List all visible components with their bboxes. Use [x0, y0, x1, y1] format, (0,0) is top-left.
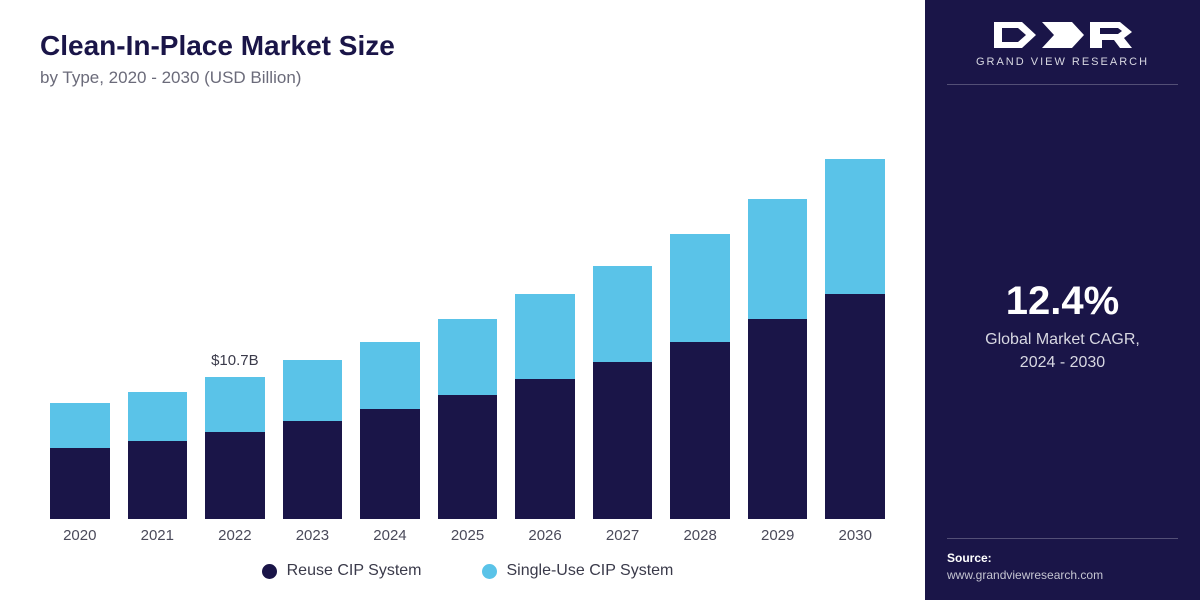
value-callout: $10.7B	[211, 352, 259, 369]
bar-stack	[50, 403, 110, 519]
bar-group	[128, 392, 188, 519]
bar-segment	[593, 266, 653, 361]
logo-glyph	[994, 22, 1036, 48]
bar-segment	[748, 319, 808, 519]
x-axis-label: 2025	[438, 527, 498, 544]
bar-stack	[128, 392, 188, 519]
x-axis-label: 2030	[825, 527, 885, 544]
x-axis-label: 2028	[670, 527, 730, 544]
bar-segment	[283, 421, 343, 519]
x-axis-label: 2021	[128, 527, 188, 544]
bar-stack	[438, 319, 498, 519]
x-axis-labels: 2020 2021 2022 2023 2024 2025 2026 2027 2028 2029…	[40, 519, 895, 544]
bar-segment	[205, 377, 265, 431]
bar-group	[670, 234, 730, 519]
source-block: Source: www.grandviewresearch.com	[947, 538, 1178, 582]
bar-segment	[360, 342, 420, 410]
x-axis-label: 2029	[748, 527, 808, 544]
bar-stack	[825, 159, 885, 519]
bar-stack	[670, 234, 730, 519]
stat-label-line: Global Market CAGR,	[985, 331, 1140, 348]
bar-segment	[283, 360, 343, 421]
brand-name: GRAND VIEW RESEARCH	[976, 56, 1149, 68]
bar-stack	[205, 377, 265, 519]
stat-value: 12.4%	[1006, 279, 1119, 323]
bar-segment	[670, 342, 730, 519]
x-axis-label: 2020	[50, 527, 110, 544]
bar-segment	[593, 362, 653, 520]
bar-group: $10.7B	[205, 377, 265, 519]
x-axis-label: 2026	[515, 527, 575, 544]
stat-block: 12.4% Global Market CAGR, 2024 - 2030	[947, 115, 1178, 538]
legend: Reuse CIP System Single-Use CIP System	[40, 544, 895, 580]
chart-area: $10.7B 202020212022202320242025202620272…	[40, 98, 895, 580]
legend-item: Single-Use CIP System	[482, 562, 674, 580]
bar-group	[360, 342, 420, 519]
bar-group	[50, 403, 110, 519]
bar-segment	[128, 392, 188, 441]
bar-segment	[825, 159, 885, 294]
bar-segment	[360, 409, 420, 519]
bar-group	[283, 360, 343, 519]
bar-stack	[748, 199, 808, 519]
bar-group	[825, 159, 885, 519]
x-axis-label: 2027	[593, 527, 653, 544]
bar-segment	[515, 294, 575, 379]
bar-group	[593, 266, 653, 519]
legend-swatch	[482, 564, 497, 579]
source-label: Source:	[947, 551, 1178, 565]
bar-group	[438, 319, 498, 519]
bar-segment	[825, 294, 885, 519]
bar-segment	[50, 403, 110, 448]
bar-segment	[205, 432, 265, 519]
bar-stack	[360, 342, 420, 519]
bar-group	[515, 294, 575, 519]
x-axis-label: 2022	[205, 527, 265, 544]
bar-segment	[50, 448, 110, 519]
brand-block: GRAND VIEW RESEARCH	[947, 22, 1178, 85]
legend-label: Reuse CIP System	[287, 562, 422, 580]
bar-stack	[515, 294, 575, 519]
stat-label: Global Market CAGR, 2024 - 2030	[985, 329, 1140, 374]
main-panel: Clean-In-Place Market Size by Type, 2020…	[0, 0, 925, 600]
bar-group	[748, 199, 808, 519]
chart-title: Clean-In-Place Market Size	[40, 30, 895, 62]
bar-stack	[593, 266, 653, 519]
chart-subtitle: by Type, 2020 - 2030 (USD Billion)	[40, 68, 895, 88]
bar-segment	[438, 319, 498, 394]
bar-segment	[438, 395, 498, 519]
x-axis-label: 2023	[283, 527, 343, 544]
source-url: www.grandviewresearch.com	[947, 568, 1178, 582]
bar-stack	[283, 360, 343, 519]
logo-glyph	[1090, 22, 1132, 48]
legend-item: Reuse CIP System	[262, 562, 422, 580]
brand-logo	[994, 22, 1132, 48]
legend-swatch	[262, 564, 277, 579]
bar-segment	[128, 441, 188, 519]
side-panel: GRAND VIEW RESEARCH 12.4% Global Market …	[925, 0, 1200, 600]
legend-label: Single-Use CIP System	[507, 562, 674, 580]
logo-glyph	[1042, 22, 1084, 48]
x-axis-label: 2024	[360, 527, 420, 544]
bar-segment	[670, 234, 730, 341]
chart-plot: $10.7B	[40, 98, 895, 519]
bar-segment	[748, 199, 808, 319]
bar-segment	[515, 379, 575, 519]
stat-label-line: 2024 - 2030	[1020, 354, 1105, 371]
